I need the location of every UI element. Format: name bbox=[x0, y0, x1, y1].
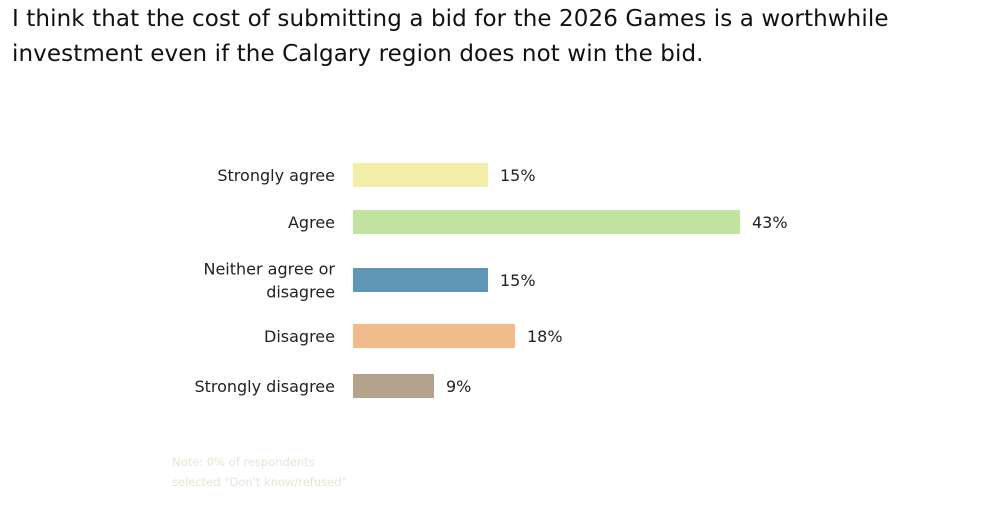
value-label: 43% bbox=[752, 213, 788, 232]
value-label: 18% bbox=[527, 327, 563, 346]
note-line: selected "Don't know/refused" bbox=[172, 475, 347, 489]
note-line: Note: 0% of respondents bbox=[172, 455, 315, 469]
bar bbox=[353, 163, 488, 187]
value-label: 15% bbox=[500, 271, 536, 290]
category-label: disagree bbox=[266, 283, 335, 302]
category-label: Disagree bbox=[264, 327, 335, 346]
bar bbox=[353, 374, 434, 398]
category-label: Agree bbox=[288, 213, 335, 232]
bar bbox=[353, 268, 488, 292]
bar bbox=[353, 210, 740, 234]
category-label: Neither agree or bbox=[203, 260, 335, 279]
category-label: Strongly disagree bbox=[194, 377, 335, 396]
value-label: 9% bbox=[446, 377, 471, 396]
category-label: Strongly agree bbox=[217, 166, 335, 185]
chart-note: Note: 0% of respondents selected "Don't … bbox=[172, 452, 347, 492]
value-label: 15% bbox=[500, 166, 536, 185]
chart-title: I think that the cost of submitting a bi… bbox=[12, 6, 889, 67]
bar bbox=[353, 324, 515, 348]
